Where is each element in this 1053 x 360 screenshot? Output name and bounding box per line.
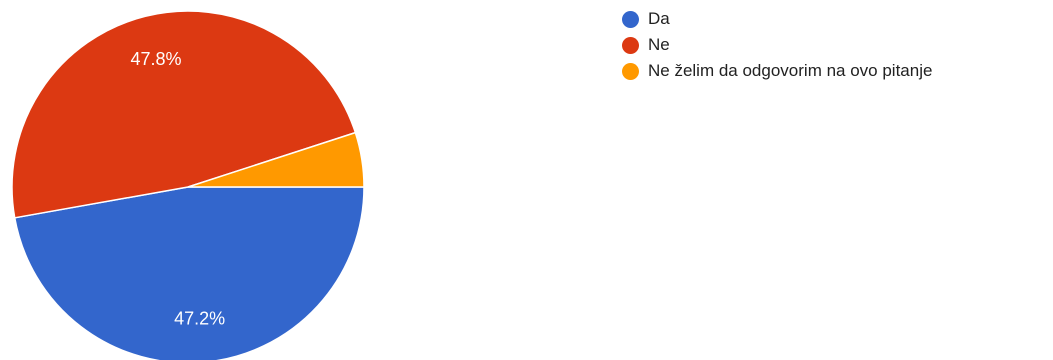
- legend-swatch-da: [622, 10, 639, 28]
- legend-label-no-answer: Ne želim da odgovorim na ovo pitanje: [648, 61, 933, 80]
- slice-label-ne: 47.8%: [130, 49, 181, 69]
- legend-label-da: Da: [648, 9, 670, 28]
- legend-swatch-no-answer: [622, 62, 639, 80]
- pie-chart-plot: 47.2% 47.8%: [11, 10, 365, 360]
- pie-slice-ne[interactable]: [11, 10, 357, 219]
- slice-label-da: 47.2%: [174, 308, 225, 328]
- chart-legend: Da Ne Ne želim da odgovorim na ovo pitan…: [622, 6, 932, 84]
- legend-label-ne: Ne: [648, 35, 670, 54]
- legend-item-ne[interactable]: Ne: [622, 32, 932, 58]
- legend-item-da[interactable]: Da: [622, 6, 932, 32]
- legend-swatch-ne: [622, 36, 639, 54]
- pie-slice-no-answer[interactable]: [187, 131, 365, 188]
- legend-item-no-answer[interactable]: Ne želim da odgovorim na ovo pitanje: [622, 58, 932, 84]
- pie-slice-da[interactable]: [13, 186, 365, 360]
